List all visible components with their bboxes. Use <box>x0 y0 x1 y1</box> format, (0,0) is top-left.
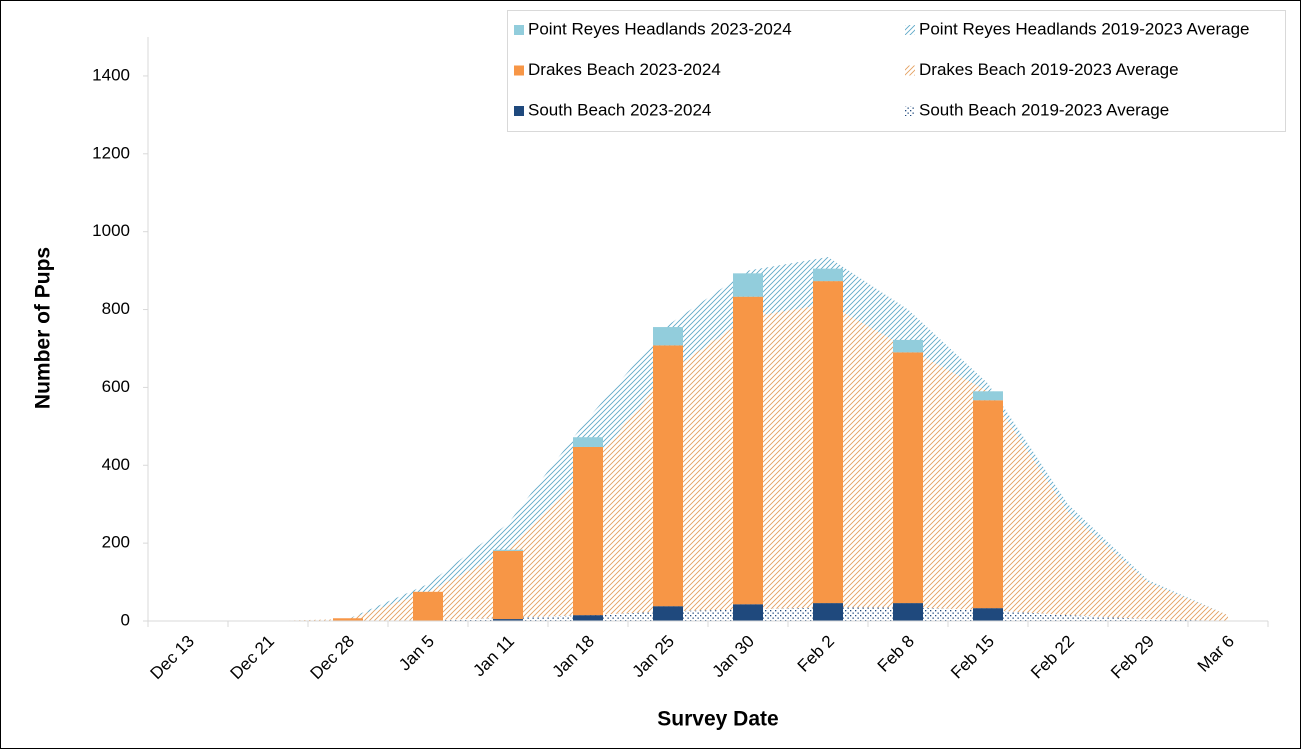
legend-label: South Beach 2023-2024 <box>528 100 711 119</box>
y-tick-label: 1400 <box>92 65 130 84</box>
bar <box>893 352 923 604</box>
bar <box>733 296 763 605</box>
bar <box>493 549 523 551</box>
legend-label: Drakes Beach 2019-2023 Average <box>919 60 1179 79</box>
bar <box>733 273 763 297</box>
bar <box>653 345 683 607</box>
legend-swatch <box>514 65 524 76</box>
legend-swatch <box>905 25 915 35</box>
bar <box>333 618 363 621</box>
bar <box>893 603 923 621</box>
legend-label: Point Reyes Headlands 2019-2023 Average <box>919 19 1249 38</box>
bar <box>573 446 603 616</box>
bar <box>973 400 1003 609</box>
y-tick-label: 600 <box>102 377 130 396</box>
bar <box>653 606 683 621</box>
y-axis-title: Number of Pups <box>32 247 55 409</box>
x-axis-title: Survey Date <box>657 708 778 731</box>
legend-swatch <box>905 65 915 76</box>
legend-label: Drakes Beach 2023-2024 <box>528 60 721 79</box>
y-tick-label: 1000 <box>92 221 130 240</box>
area <box>188 256 1228 621</box>
y-tick-label: 0 <box>121 610 130 629</box>
y-tick-label: 800 <box>102 299 130 318</box>
area <box>188 303 1228 621</box>
y-tick-label: 200 <box>102 533 130 552</box>
legend-box <box>507 10 1286 132</box>
bar <box>813 268 843 282</box>
bar <box>573 615 603 621</box>
bar <box>973 608 1003 621</box>
bar <box>493 550 523 620</box>
bar <box>813 281 843 604</box>
area <box>188 607 1228 621</box>
legend-label: Point Reyes Headlands 2023-2024 <box>528 19 792 38</box>
legend-label: South Beach 2019-2023 Average <box>919 100 1169 119</box>
bar <box>973 391 1003 401</box>
y-tick-label: 1200 <box>92 143 130 162</box>
y-tick-label: 400 <box>102 455 130 474</box>
bar <box>653 327 683 346</box>
bar <box>813 603 843 621</box>
legend-swatch <box>514 106 524 116</box>
bar <box>733 604 763 621</box>
bar <box>893 339 923 353</box>
bar <box>493 619 523 621</box>
bar <box>573 437 603 447</box>
bar <box>413 591 443 621</box>
legend-swatch <box>905 106 915 116</box>
legend-swatch <box>514 25 524 35</box>
